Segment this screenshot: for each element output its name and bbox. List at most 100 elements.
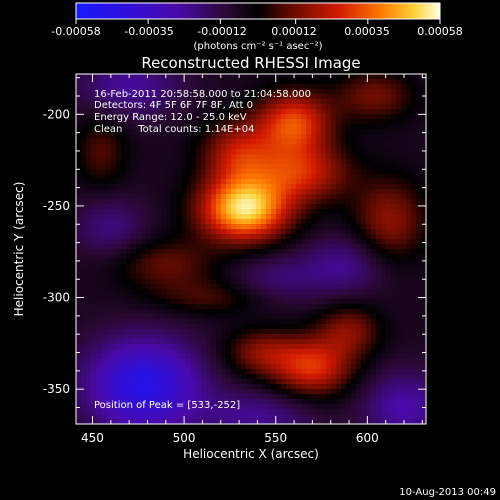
heatmap-cell bbox=[111, 169, 117, 175]
heatmap-cell bbox=[281, 239, 287, 245]
heatmap-cell bbox=[411, 319, 417, 325]
heatmap-cell bbox=[266, 289, 272, 295]
heatmap-cell bbox=[391, 339, 397, 345]
heatmap-cell bbox=[271, 299, 277, 305]
heatmap-cell bbox=[346, 144, 352, 150]
heatmap-cell bbox=[396, 409, 402, 415]
heatmap-cell bbox=[346, 264, 352, 270]
heatmap-cell bbox=[306, 189, 312, 195]
heatmap-cell bbox=[306, 234, 312, 240]
heatmap-cell bbox=[396, 199, 402, 205]
heatmap-cell bbox=[296, 379, 302, 385]
heatmap-cell bbox=[151, 209, 157, 215]
heatmap-cell bbox=[261, 189, 267, 195]
heatmap-cell bbox=[406, 119, 412, 125]
heatmap-cell bbox=[86, 384, 92, 390]
heatmap-cell bbox=[121, 289, 127, 295]
heatmap-cell bbox=[156, 169, 162, 175]
heatmap-cell bbox=[146, 334, 152, 340]
heatmap-cell bbox=[271, 194, 277, 200]
heatmap-cell bbox=[266, 254, 272, 260]
heatmap-cell bbox=[261, 89, 267, 95]
heatmap-cell bbox=[191, 159, 197, 165]
heatmap-cell bbox=[141, 404, 147, 410]
heatmap-cell bbox=[336, 374, 342, 380]
heatmap-cell bbox=[316, 319, 322, 325]
heatmap-cell bbox=[206, 129, 212, 135]
heatmap-cell bbox=[201, 189, 207, 195]
heatmap-cell bbox=[106, 254, 112, 260]
heatmap-cell bbox=[216, 259, 222, 265]
heatmap-cell bbox=[176, 179, 182, 185]
heatmap-cell bbox=[106, 394, 112, 400]
heatmap-cell bbox=[346, 344, 352, 350]
heatmap-cell bbox=[276, 389, 282, 395]
heatmap-cell bbox=[326, 169, 332, 175]
heatmap-cell bbox=[361, 264, 367, 270]
heatmap-cell bbox=[401, 169, 407, 175]
heatmap-cell bbox=[111, 349, 117, 355]
heatmap-cell bbox=[186, 409, 192, 415]
heatmap-cell bbox=[246, 399, 252, 405]
heatmap-cell bbox=[366, 174, 372, 180]
heatmap-cell bbox=[76, 384, 82, 390]
heatmap-cell bbox=[131, 404, 137, 410]
heatmap-cell bbox=[136, 144, 142, 150]
heatmap-cell bbox=[251, 414, 257, 420]
heatmap-cell bbox=[236, 219, 242, 225]
heatmap-cell bbox=[356, 109, 362, 115]
heatmap-cell bbox=[116, 74, 122, 80]
heatmap-cell bbox=[246, 244, 252, 250]
heatmap-cell bbox=[351, 234, 357, 240]
heatmap-cell bbox=[126, 284, 132, 290]
heatmap-cell bbox=[111, 274, 117, 280]
heatmap-cell bbox=[251, 309, 257, 315]
heatmap-cell bbox=[216, 139, 222, 145]
heatmap-cell bbox=[386, 284, 392, 290]
heatmap-cell bbox=[201, 109, 207, 115]
heatmap-cell bbox=[356, 329, 362, 335]
heatmap-cell bbox=[281, 234, 287, 240]
heatmap-cell bbox=[356, 389, 362, 395]
heatmap-cell bbox=[201, 324, 207, 330]
heatmap-cell bbox=[191, 114, 197, 120]
heatmap-cell bbox=[346, 339, 352, 345]
heatmap-cell bbox=[201, 289, 207, 295]
heatmap-cell bbox=[81, 229, 87, 235]
heatmap-cell bbox=[126, 169, 132, 175]
heatmap-cell bbox=[141, 234, 147, 240]
heatmap-cell bbox=[261, 264, 267, 270]
heatmap-cell bbox=[401, 274, 407, 280]
heatmap-cell bbox=[366, 314, 372, 320]
heatmap-cell bbox=[161, 359, 167, 365]
heatmap-cell bbox=[146, 114, 152, 120]
heatmap-cell bbox=[346, 369, 352, 375]
heatmap-cell bbox=[106, 124, 112, 130]
heatmap-cell bbox=[206, 74, 212, 80]
heatmap-cell bbox=[286, 284, 292, 290]
heatmap-cell bbox=[251, 289, 257, 295]
heatmap-cell bbox=[421, 319, 426, 325]
heatmap-cell bbox=[166, 134, 172, 140]
heatmap-cell bbox=[386, 84, 392, 90]
heatmap-cell bbox=[236, 259, 242, 265]
heatmap-cell bbox=[296, 214, 302, 220]
heatmap-cell bbox=[281, 299, 287, 305]
heatmap-cell bbox=[191, 309, 197, 315]
heatmap-cell bbox=[206, 224, 212, 230]
heatmap-cell bbox=[161, 119, 167, 125]
heatmap-cell bbox=[356, 264, 362, 270]
heatmap-cell bbox=[241, 374, 247, 380]
heatmap-cell bbox=[296, 189, 302, 195]
heatmap-cell bbox=[191, 254, 197, 260]
heatmap-cell bbox=[416, 199, 422, 205]
heatmap-cell bbox=[101, 154, 107, 160]
heatmap-cell bbox=[296, 249, 302, 255]
heatmap-cell bbox=[386, 264, 392, 270]
heatmap-cell bbox=[261, 329, 267, 335]
heatmap-cell bbox=[406, 344, 412, 350]
heatmap-cell bbox=[221, 234, 227, 240]
heatmap-cell bbox=[376, 189, 382, 195]
heatmap-cell bbox=[121, 414, 127, 420]
heatmap-cell bbox=[146, 99, 152, 105]
